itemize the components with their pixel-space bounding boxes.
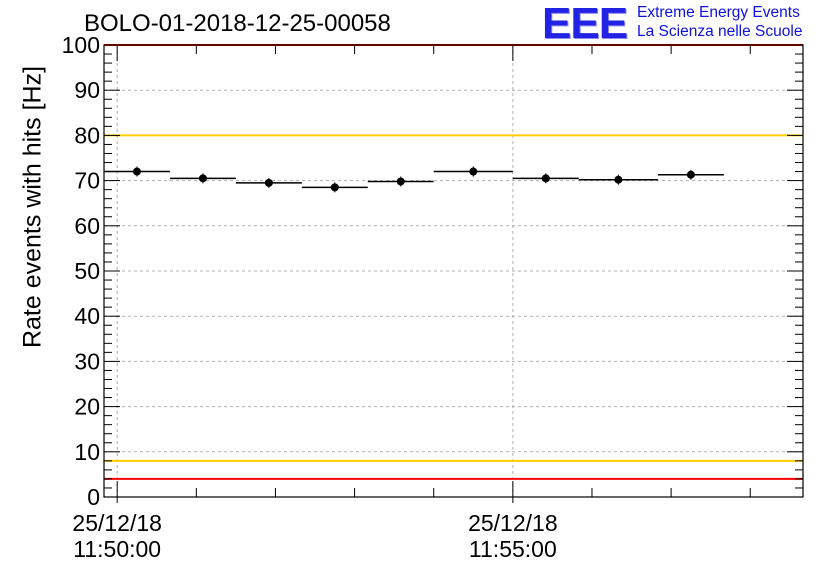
y-tick-label: 40 — [74, 303, 100, 329]
y-tick-label: 80 — [74, 122, 100, 148]
data-point — [686, 170, 695, 179]
y-tick-label: 30 — [74, 348, 100, 374]
eee-logo: EEE — [542, 0, 628, 48]
x-tick-label: 25/12/18 11:55:00 — [468, 510, 558, 562]
logo-caption-line2: La Scienza nelle Scuole — [637, 23, 803, 40]
x-tick-date: 25/12/18 — [468, 510, 558, 536]
y-tick-label: 100 — [62, 32, 100, 58]
y-tick-label: 70 — [74, 168, 100, 194]
y-tick-label: 50 — [74, 258, 100, 284]
y-tick-label: 60 — [74, 213, 100, 239]
x-tick-time: 11:55:00 — [468, 536, 557, 562]
data-point — [132, 167, 141, 176]
y-tick-label: 90 — [74, 77, 100, 103]
data-point — [541, 174, 550, 183]
x-tick-date: 25/12/18 — [72, 510, 162, 536]
data-point — [198, 174, 207, 183]
data-point — [614, 175, 623, 184]
data-point — [330, 183, 339, 192]
data-point — [396, 177, 405, 186]
logo-caption-line1: Extreme Energy Events — [637, 4, 800, 21]
y-tick-label: 20 — [74, 394, 100, 420]
data-point — [264, 178, 273, 187]
x-tick-label: 25/12/18 11:50:00 — [72, 510, 162, 562]
chart-title: BOLO-01-2018-12-25-00058 — [84, 10, 391, 37]
y-tick-label: 0 — [87, 484, 100, 510]
data-point — [469, 167, 478, 176]
x-tick-time: 11:50:00 — [73, 536, 162, 562]
logo-caption: Extreme Energy Events La Scienza nelle S… — [637, 3, 802, 41]
y-tick-label: 10 — [74, 439, 100, 465]
